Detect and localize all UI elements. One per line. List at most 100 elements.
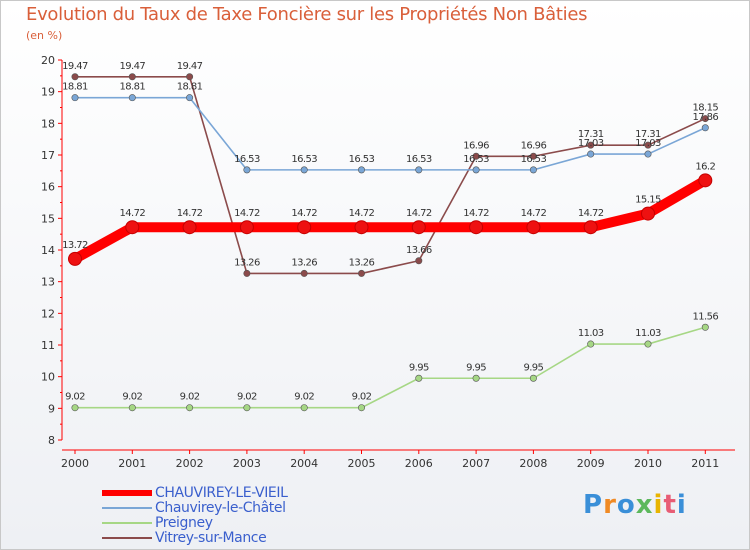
legend-item-chauvirey-le-chatel: Chauvirey-le-Châtel: [102, 500, 286, 516]
data-label: 13.26: [291, 257, 317, 268]
data-point: [698, 173, 713, 188]
proxiti-logo: Proxiti: [583, 490, 687, 520]
data-label: 14.72: [406, 208, 432, 219]
chart-axes: 8 9 10 11 12 13 14 15 16 17 18 19 20 2000 2001 2002 2003…: [41, 54, 735, 470]
data-point: [415, 166, 423, 174]
data-label: 16.53: [521, 154, 547, 165]
data-point: [186, 73, 194, 81]
data-label: 13.72: [62, 240, 88, 251]
series-line-0: [70, 175, 711, 264]
data-point: [300, 269, 308, 277]
series-line-1: [74, 96, 707, 171]
data-point: [411, 220, 426, 235]
data-point: [297, 220, 312, 235]
data-point: [354, 220, 369, 235]
data-label: 14.72: [291, 208, 317, 219]
data-label: 16.96: [463, 140, 489, 151]
data-point: [701, 124, 709, 132]
data-point: [644, 340, 652, 348]
x-tick-label: 2007: [462, 457, 490, 470]
data-point: [243, 404, 251, 412]
legend-label: CHAUVIREY-LE-VIEIL: [155, 485, 288, 501]
chart-series-lines: [70, 75, 711, 409]
data-label: 18.81: [62, 82, 88, 93]
data-point: [357, 404, 365, 412]
data-point: [71, 404, 79, 412]
y-tick-label: 10: [41, 371, 55, 384]
data-label: 16.53: [291, 154, 317, 165]
y-tick-label: 18: [41, 117, 55, 130]
x-tick-label: 2003: [233, 457, 261, 470]
data-point: [529, 152, 537, 160]
data-point: [357, 269, 365, 277]
data-point: [583, 220, 598, 235]
data-point: [71, 73, 79, 81]
y-tick-label: 19: [41, 86, 55, 99]
legend-swatch: [102, 507, 152, 509]
y-tick-label: 13: [41, 276, 55, 289]
data-label: 16.53: [349, 154, 375, 165]
data-point: [641, 206, 655, 221]
chart-unit-label: (en %): [26, 29, 63, 42]
data-label: 9.02: [294, 392, 314, 403]
data-label: 17.31: [578, 129, 604, 140]
data-label: 9.95: [466, 362, 486, 373]
y-tick-label: 16: [41, 181, 55, 194]
data-label: 19.47: [62, 61, 88, 72]
data-point: [644, 141, 652, 149]
data-point: [128, 94, 136, 102]
data-label: 9.95: [409, 362, 429, 373]
data-label: 14.72: [119, 208, 145, 219]
data-label: 13.26: [234, 257, 260, 268]
data-point: [472, 152, 480, 160]
data-point: [472, 166, 480, 174]
data-label: 11.56: [692, 311, 718, 322]
x-tick-label: 2004: [290, 457, 318, 470]
legend-swatch: [102, 522, 152, 524]
data-label: 11.03: [578, 328, 604, 339]
y-tick-label: 14: [41, 244, 55, 257]
x-tick-label: 2000: [61, 457, 89, 470]
x-tick-label: 2010: [634, 457, 662, 470]
legend-label: Vitrey-sur-Mance: [155, 530, 267, 546]
data-label: 18.15: [692, 103, 718, 114]
data-point: [243, 166, 251, 174]
data-label: 14.72: [234, 208, 260, 219]
x-tick-label: 2011: [691, 457, 719, 470]
legend-swatch: [102, 537, 152, 539]
data-point: [128, 73, 136, 81]
data-point: [186, 404, 194, 412]
data-label: 19.47: [177, 61, 203, 72]
data-label: 9.02: [122, 392, 142, 403]
data-label: 14.72: [349, 208, 375, 219]
data-label: 19.47: [119, 61, 145, 72]
data-label: 16.53: [234, 154, 260, 165]
data-label: 16.53: [406, 154, 432, 165]
y-tick-label: 9: [48, 402, 55, 415]
series-line-3: [74, 75, 707, 275]
data-point: [357, 166, 365, 174]
data-point: [68, 251, 82, 266]
legend-item-vitrey-sur-mance: Vitrey-sur-Mance: [102, 530, 267, 546]
data-label: 16.2: [695, 161, 715, 172]
y-tick-label: 12: [41, 307, 55, 320]
data-point: [587, 150, 595, 158]
data-label: 11.03: [635, 328, 661, 339]
data-point: [415, 257, 423, 265]
data-point: [529, 166, 537, 174]
data-point: [300, 404, 308, 412]
data-point: [529, 374, 537, 382]
series-line-2: [74, 326, 707, 409]
data-label: 18.81: [177, 82, 203, 93]
x-tick-label: 2008: [519, 457, 547, 470]
data-point: [125, 220, 140, 235]
data-point: [415, 374, 423, 382]
data-point: [128, 404, 136, 412]
data-label: 13.66: [406, 245, 432, 256]
data-label: 9.02: [180, 392, 200, 403]
data-label: 16.53: [463, 154, 489, 165]
data-point: [701, 323, 709, 331]
legend-label: Chauvirey-le-Châtel: [155, 500, 286, 516]
data-label: 14.72: [578, 208, 604, 219]
